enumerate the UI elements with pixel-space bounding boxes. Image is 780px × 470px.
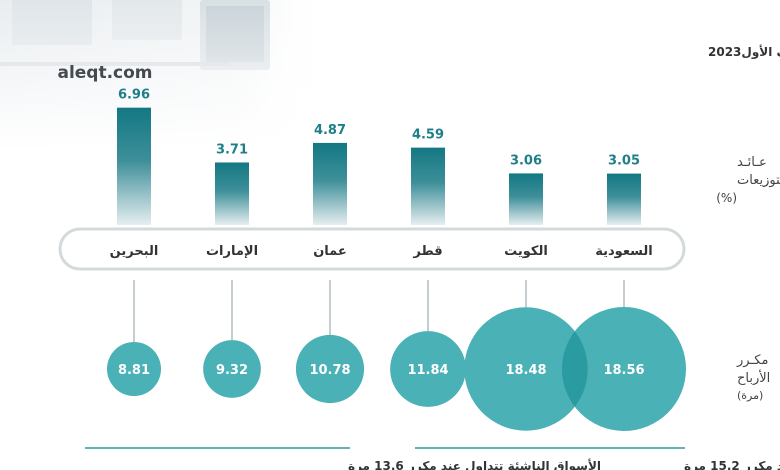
site-url: aleqt.com <box>57 63 152 83</box>
bar-2 <box>313 142 347 225</box>
bar-0 <box>117 107 151 225</box>
country-label-2: عمان <box>313 244 347 259</box>
bar-value-0: 6.96 <box>118 88 150 103</box>
pe-circle-5 <box>562 307 686 431</box>
footer-gulf: الأسواق الخليجية تتداول عند مكرر 15.2 مر… <box>684 458 780 470</box>
dividend-bars <box>117 107 641 225</box>
period-label: بنهاية النصف الأول2023 <box>708 44 780 60</box>
country-label-0: البحرين <box>110 244 159 259</box>
pe-circle-1 <box>203 340 261 398</box>
pe-value-labels: 8.81 9.32 10.78 11.84 18.48 18.56 <box>118 363 645 378</box>
pe-value-4: 18.48 <box>505 363 546 378</box>
pe-stems <box>133 280 625 342</box>
pe-label-line2: الأرباح <box>737 369 770 386</box>
footer-emerging: الأسواق الناشئة تتداول عند مكرر 13.6 مرة <box>348 458 601 470</box>
pe-value-5: 18.56 <box>603 363 644 378</box>
bar-value-1: 3.71 <box>216 142 248 157</box>
country-label-5: السعودية <box>595 244 653 259</box>
country-label-4: الكويت <box>504 244 548 259</box>
bar-value-4: 3.06 <box>510 153 542 168</box>
bar-5 <box>607 173 641 225</box>
pe-circle-4 <box>464 307 588 431</box>
dividend-label-line1: عـائـد <box>737 155 767 170</box>
bar-value-3: 4.59 <box>412 128 444 143</box>
dividend-unit: (%) <box>716 191 737 205</box>
bar-value-5: 3.05 <box>608 154 640 169</box>
pe-unit: (مرة) <box>737 389 763 402</box>
pe-value-3: 11.84 <box>407 363 448 378</box>
dividend-value-labels: 6.96 3.71 4.87 4.59 3.06 3.05 <box>118 88 640 169</box>
pe-circle-3 <box>390 331 466 407</box>
bar-1 <box>215 162 249 225</box>
background-office-photo <box>0 0 330 150</box>
pe-label-line1: مكـرر <box>736 353 768 368</box>
pe-circle-0 <box>107 342 161 396</box>
pe-value-0: 8.81 <box>118 363 150 378</box>
country-label-3: قطر <box>412 244 442 259</box>
pe-circles <box>107 307 686 431</box>
bar-4 <box>509 173 543 225</box>
country-label-1: الإمارات <box>206 244 258 259</box>
country-pill <box>58 227 686 271</box>
pe-circle-2 <box>295 334 365 404</box>
pe-value-2: 10.78 <box>309 363 350 378</box>
pe-value-1: 9.32 <box>216 363 248 378</box>
bar-value-2: 4.87 <box>314 123 346 138</box>
country-labels: البحرين الإمارات عمان قطر الكويت السعودية <box>110 244 653 259</box>
bar-3 <box>411 147 445 225</box>
dividend-label-line2: التوزيعات <box>737 173 780 188</box>
